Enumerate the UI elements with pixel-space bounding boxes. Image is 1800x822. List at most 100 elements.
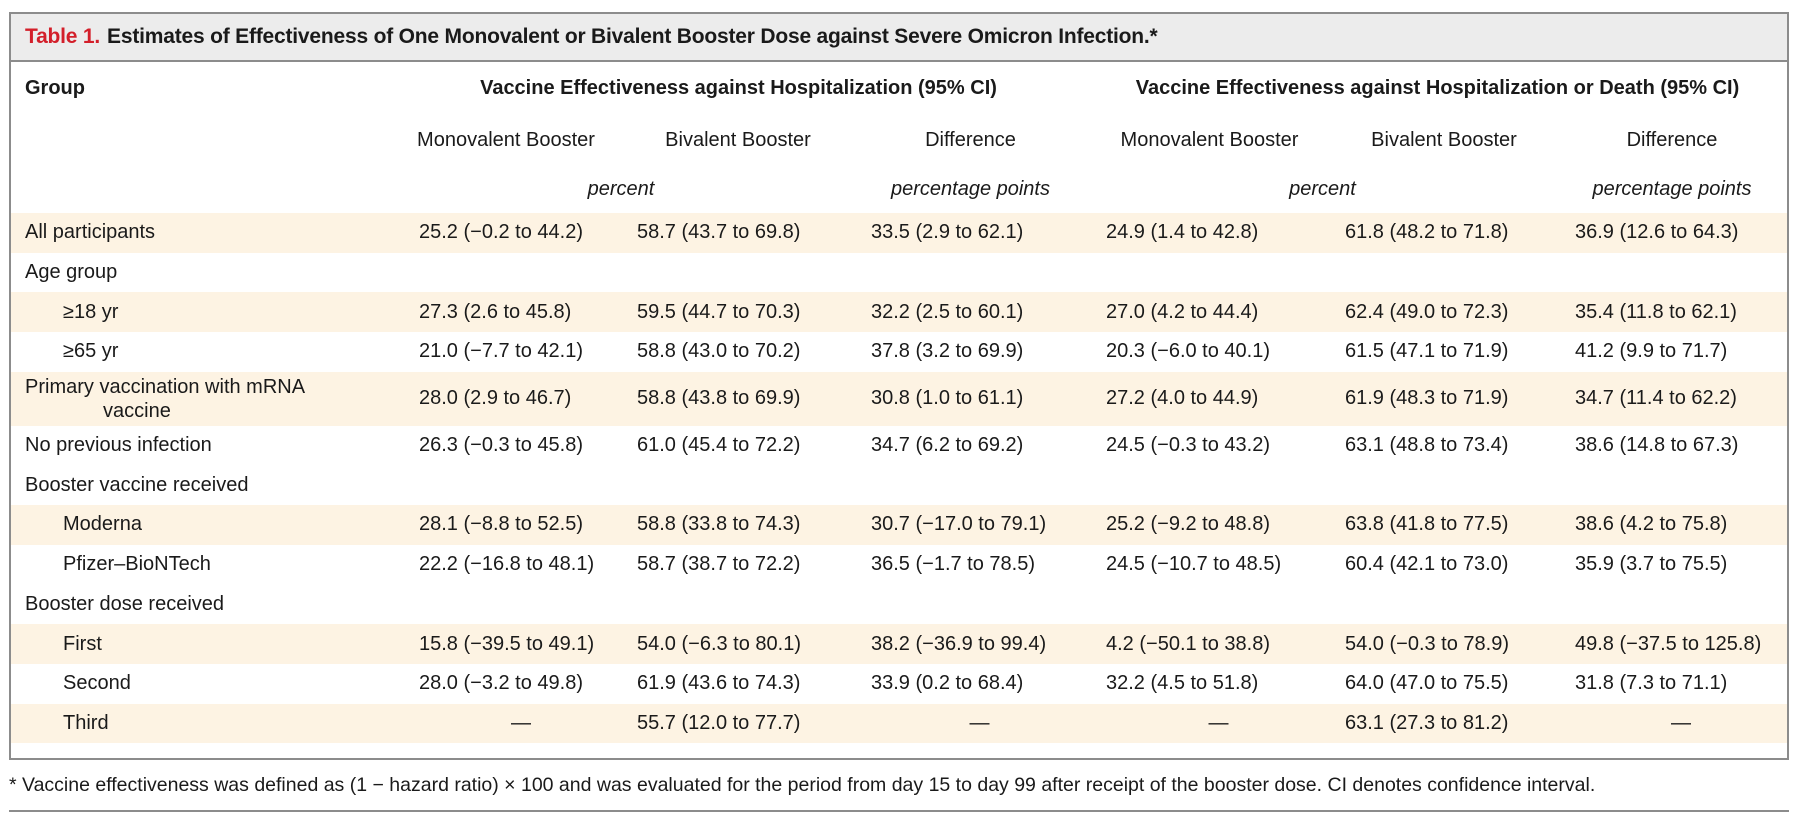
table-cell: 27.2 (4.0 to 44.9) [1088,371,1331,426]
row-label: ≥65 yr [63,340,119,363]
divider [9,810,1789,812]
table-row: Pfizer–BioNTech 22.2 (−16.8 to 48.1) 58.7 … [11,545,1787,585]
table-cell: 31.8 (7.3 to 71.1) [1575,672,1728,695]
row-label-line: vaccine [103,399,171,422]
table-cell [1088,253,1331,293]
subheader-difference: Difference [925,128,1016,151]
table-cell: — [853,703,1088,744]
table-cell: 61.8 (48.2 to 71.8) [1331,213,1557,253]
table-cell: 59.5 (44.7 to 70.3) [623,292,853,333]
table-cell: 34.7 (11.4 to 62.2) [1557,371,1787,426]
table-cell: 28.0 (−3.2 to 49.8) [419,672,584,695]
row-label: Age group [25,261,118,284]
table-cell: 58.7 (43.7 to 69.8) [623,213,853,253]
table-cell: 58.7 (38.7 to 72.2) [637,553,801,576]
unit-percentage-points: percentage points [1592,177,1752,200]
table-cell: 20.3 (−6.0 to 40.1) [1106,340,1271,363]
table-cell [389,585,623,625]
row-label: All participants [11,213,389,253]
table-cell [623,465,853,505]
empty-header-cell [11,165,389,213]
row-label: Booster vaccine received [25,473,249,496]
table-cell: 26.3 (−0.3 to 45.8) [419,434,584,457]
table-cell [1331,585,1557,625]
subheader-bivalent: Bivalent Booster [1371,128,1517,151]
table-cell: 34.7 (6.2 to 69.2) [871,434,1024,457]
hospitalization-or-death-header: Vaccine Effectiveness against Hospitaliz… [1135,77,1740,99]
table-cell: 36.5 (−1.7 to 78.5) [871,553,1036,576]
table-cell [853,465,1088,505]
table-cell [389,253,623,293]
table-cell: — [1088,703,1331,744]
table-row: ≥65 yr 21.0 (−7.7 to 42.1) 58.8 (43.0 to 7… [11,332,1787,372]
table-cell [1088,585,1331,625]
table-cell: 33.9 (0.2 to 68.4) [871,672,1024,695]
row-label-line: Primary vaccination with mRNA [25,375,306,398]
table-title-bar: Table 1. Estimates of Effectiveness of O… [11,14,1787,62]
table-cell: 64.0 (47.0 to 75.5) [1345,672,1509,695]
table-number-label: Table 1. [25,25,101,48]
table-row: Moderna 28.1 (−8.8 to 52.5) 58.8 (33.8 to … [11,505,1787,545]
table-cell: 38.6 (14.8 to 67.3) [1575,434,1739,457]
table-cell: 24.9 (1.4 to 42.8) [1088,213,1331,253]
table-row: No previous infection 26.3 (−0.3 to 45.8)… [11,426,1787,466]
table-cell: 24.5 (−0.3 to 43.2) [1106,434,1271,457]
subheader-difference: Difference [1626,128,1718,151]
table-cell: 63.1 (27.3 to 81.2) [1331,703,1557,744]
table-cell [389,465,623,505]
table-cell: 35.9 (3.7 to 75.5) [1575,553,1728,576]
table-cell: 25.2 (−0.2 to 44.2) [389,213,623,253]
row-label: Second [63,672,131,695]
table-cell: 27.0 (4.2 to 44.4) [1088,292,1331,333]
table-cell: 4.2 (−50.1 to 38.8) [1088,624,1331,664]
row-label: No previous infection [25,434,212,457]
table-cell: 62.4 (49.0 to 72.3) [1331,292,1557,333]
table-cell: 55.7 (12.0 to 77.7) [623,703,853,744]
table-row: First 15.8 (−39.5 to 49.1) 54.0 (−6.3 to 8… [11,624,1787,664]
table-cell: — [389,703,623,744]
table-cell: 61.5 (47.1 to 71.9) [1345,340,1509,363]
row-label: Pfizer–BioNTech [63,553,211,576]
unit-percent: percent [1289,177,1356,200]
table-cell [1557,465,1787,505]
subheader-monovalent: Monovalent Booster [417,128,595,151]
table-cell: 61.9 (48.3 to 71.9) [1331,371,1557,426]
table-cell: 60.4 (42.1 to 73.0) [1345,553,1509,576]
table-row: All participants 25.2 (−0.2 to 44.2) 58.7 … [11,213,1787,253]
table-cell [853,585,1088,625]
table-row: Booster vaccine received [11,465,1787,505]
table-row: Age group [11,253,1787,293]
table-frame: Table 1. Estimates of Effectiveness of O… [9,12,1789,760]
unit-percentage-points: percentage points [890,177,1050,200]
table-cell: — [1557,703,1787,744]
table-cell: 61.9 (43.6 to 74.3) [637,672,801,695]
table-cell: 63.1 (48.8 to 73.4) [1345,434,1509,457]
table-cell [1331,465,1557,505]
group-column-header: Group [25,77,85,99]
empty-header-cell [11,115,389,165]
table-cell [853,253,1088,293]
table-cell: 28.0 (2.9 to 46.7) [389,371,623,426]
table-cell [1088,465,1331,505]
table-cell: 32.2 (4.5 to 51.8) [1106,672,1259,695]
row-label: Third [11,703,389,744]
table-row: Third —55.7 (12.0 to 77.7) — —63.1 (27.3 to… [11,703,1787,744]
table-cell: 38.6 (4.2 to 75.8) [1557,505,1787,545]
table-cell: 28.1 (−8.8 to 52.5) [389,505,623,545]
table-cell: 33.5 (2.9 to 62.1) [853,213,1088,253]
table-row: Booster dose received [11,585,1787,625]
table-cell [623,585,853,625]
table-cell: 27.3 (2.6 to 45.8) [389,292,623,333]
table-cell: 37.8 (3.2 to 69.9) [871,340,1024,363]
table-cell: 63.8 (41.8 to 77.5) [1331,505,1557,545]
subheader-monovalent: Monovalent Booster [1120,128,1299,151]
table-cell [1557,253,1787,293]
table-cell: 58.8 (43.8 to 69.9) [623,371,853,426]
table-cell: 61.0 (45.4 to 72.2) [637,434,801,457]
table-title: Estimates of Effectiveness of One Monova… [107,25,1158,48]
table-cell: 24.5 (−10.7 to 48.5) [1106,553,1282,576]
table-cell: 38.2 (−36.9 to 99.4) [853,624,1088,664]
effectiveness-table: Group Vaccine Effectiveness against Hosp… [11,62,1787,744]
table-footnote: * Vaccine effectiveness was defined as (… [9,774,1596,796]
subheader-bivalent: Bivalent Booster [665,128,811,151]
